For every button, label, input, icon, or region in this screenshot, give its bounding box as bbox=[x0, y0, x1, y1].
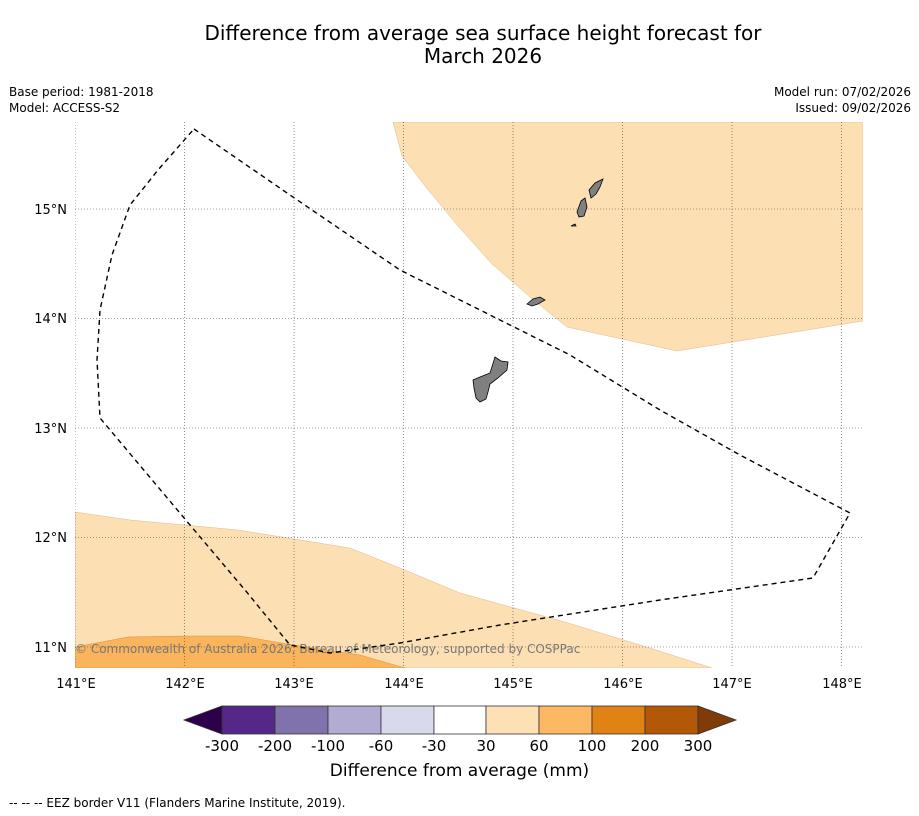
colorbar-label-2: -100 bbox=[311, 737, 345, 755]
map-title: Difference from average sea surface heig… bbox=[0, 22, 919, 68]
meta-right: Model run: 07/02/2026 Issued: 09/02/2026 bbox=[774, 84, 911, 116]
lon-label-144: 144°E bbox=[384, 677, 424, 692]
colorbar-labels: -300 -200 -100 -60 -30 30 60 100 200 300 bbox=[205, 737, 712, 755]
colorbar-label-8: 200 bbox=[631, 737, 660, 755]
lon-label-146: 146°E bbox=[603, 677, 643, 692]
base-period-text: Base period: 1981-2018 bbox=[9, 85, 154, 99]
lon-label-143: 143°E bbox=[274, 677, 314, 692]
colorbar-label-7: 100 bbox=[578, 737, 607, 755]
issued-text: Issued: 09/02/2026 bbox=[795, 101, 911, 115]
colorbar-extend-low bbox=[182, 705, 223, 735]
lat-label-12: 12°N bbox=[34, 531, 67, 546]
colorbar-bin-5 bbox=[433, 705, 487, 735]
island-guam bbox=[472, 356, 509, 403]
anomaly-region-60-100-southwest bbox=[75, 635, 406, 668]
lon-label-142: 142°E bbox=[165, 677, 205, 692]
colorbar-extend-high bbox=[697, 705, 738, 735]
lon-label-148: 148°E bbox=[822, 677, 862, 692]
lon-label-141: 141°E bbox=[56, 677, 96, 692]
model-run-text: Model run: 07/02/2026 bbox=[773, 85, 911, 99]
colorbar-bin-9 bbox=[644, 705, 699, 735]
map-panel: © Commonwealth of Australia 2026, Bureau… bbox=[75, 122, 863, 668]
colorbar-bin-6 bbox=[485, 705, 540, 735]
colorbar-label-1: -200 bbox=[258, 737, 292, 755]
island-saipan bbox=[588, 178, 604, 199]
copyright-text: © Commonwealth of Australia 2026, Bureau… bbox=[75, 642, 580, 656]
lat-label-15: 15°N bbox=[34, 203, 67, 218]
graticule bbox=[75, 122, 863, 668]
lon-label-145: 145°E bbox=[493, 677, 533, 692]
island-tinian bbox=[576, 197, 588, 218]
colorbar-bin-8 bbox=[591, 705, 646, 735]
colorbar-bin-3 bbox=[327, 705, 382, 735]
colorbar-bin-2 bbox=[274, 705, 329, 735]
anomaly-region-30-60-northeast bbox=[392, 122, 863, 352]
colorbar-label-9: 300 bbox=[684, 737, 713, 755]
land-masses bbox=[472, 178, 604, 403]
island-rota bbox=[526, 296, 546, 307]
meta-left: Base period: 1981-2018 Model: ACCESS-S2 bbox=[9, 84, 154, 116]
colorbar-label-3: -60 bbox=[369, 737, 394, 755]
colorbar-label-0: -300 bbox=[205, 737, 239, 755]
latitude-labels: 11°N 12°N 13°N 14°N 15°N bbox=[34, 203, 67, 656]
colorbar-bin-7 bbox=[538, 705, 593, 735]
lat-label-13: 13°N bbox=[34, 422, 67, 437]
anomaly-region-30-60-southwest bbox=[75, 511, 713, 668]
longitude-labels: 141°E 142°E 143°E 144°E 145°E 146°E 147°… bbox=[56, 677, 862, 692]
colorbar-label-6: 60 bbox=[529, 737, 548, 755]
lat-label-14: 14°N bbox=[34, 312, 67, 327]
colorbar-label-5: 30 bbox=[476, 737, 495, 755]
colorbar-bin-4 bbox=[380, 705, 435, 735]
eez-legend-text: -- -- -- EEZ border V11 (Flanders Marine… bbox=[9, 796, 346, 810]
lon-label-147: 147°E bbox=[712, 677, 752, 692]
eez-border bbox=[96, 128, 851, 654]
colorbar-title: Difference from average (mm) bbox=[329, 761, 590, 781]
colorbar-bin-1 bbox=[221, 705, 276, 735]
lat-label-11: 11°N bbox=[34, 641, 67, 656]
model-text: Model: ACCESS-S2 bbox=[9, 101, 121, 115]
map-title-line-1: Difference from average sea surface heig… bbox=[204, 21, 762, 45]
island-aguijan bbox=[570, 223, 577, 227]
colorbar bbox=[182, 705, 738, 735]
map-title-line-2: March 2026 bbox=[423, 44, 543, 68]
colorbar-label-4: -30 bbox=[422, 737, 447, 755]
